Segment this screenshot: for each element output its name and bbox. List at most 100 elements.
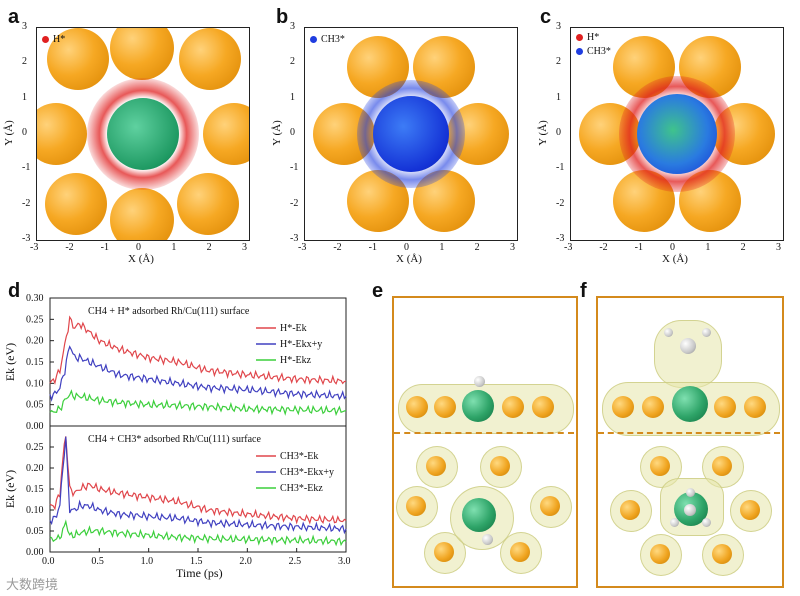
y-tick-label: 1 bbox=[22, 91, 27, 103]
y-tick-label: -2 bbox=[22, 197, 31, 209]
line-charts-d: 0.30 0.25 0.20 0.15 0.10 0.05 0.00 Ek (eV) CH4 +… bbox=[3, 293, 351, 580]
y-tick-label: 0.10 bbox=[26, 505, 44, 516]
y-tick-label: 2 bbox=[290, 56, 295, 68]
cu-atom bbox=[203, 103, 249, 165]
x-tick-label: -1 bbox=[100, 242, 109, 253]
y-axis-label: Ek (eV) bbox=[3, 470, 17, 508]
cu-atom bbox=[650, 456, 670, 476]
h-atom bbox=[474, 376, 485, 387]
y-tick-label: 2 bbox=[556, 56, 561, 68]
x-axis-label: X (Å) bbox=[128, 253, 154, 265]
density-isosurface bbox=[416, 446, 458, 488]
scatter-plot-a bbox=[36, 27, 250, 241]
x-tick-label: 1 bbox=[439, 242, 445, 253]
cu-atom bbox=[110, 188, 174, 240]
x-tick-label: 2 bbox=[740, 242, 746, 253]
cu-atom bbox=[540, 496, 560, 516]
y-tick-label: -1 bbox=[290, 162, 299, 174]
h-atom bbox=[702, 518, 711, 527]
cu-atom bbox=[714, 396, 736, 418]
chart-title: CH4 + H* adsorbed Rh/Cu(111) surface bbox=[88, 306, 250, 317]
cu-atom bbox=[490, 456, 510, 476]
y-tick-label: 3 bbox=[22, 21, 27, 32]
cu-atom bbox=[744, 396, 766, 418]
legend-marker-h bbox=[576, 34, 583, 42]
charge-density-panel-f bbox=[596, 296, 784, 588]
y-tick-label: -1 bbox=[22, 162, 31, 174]
density-isosurface bbox=[730, 490, 772, 532]
cu-atom bbox=[510, 542, 530, 562]
cu-atom bbox=[45, 173, 107, 235]
y-tick-label: 0 bbox=[22, 127, 27, 138]
h-atom bbox=[664, 328, 673, 337]
separator-dashed-line bbox=[394, 432, 574, 434]
y-tick-label: 0.25 bbox=[26, 442, 44, 453]
y-tick-label: 0.05 bbox=[26, 526, 44, 537]
panel-letter-e: e bbox=[372, 280, 384, 302]
x-tick-label: 3.0 bbox=[338, 556, 351, 567]
x-tick-label: 1 bbox=[171, 242, 177, 253]
rh-atom bbox=[107, 98, 179, 170]
x-tick-label: 3 bbox=[510, 242, 515, 253]
x-axis-label: X (Å) bbox=[662, 253, 688, 265]
x-tick-label: -1 bbox=[634, 242, 643, 253]
y-axis-label: Y (Å) bbox=[270, 120, 283, 146]
legend-label: CH3*-Ekx+y bbox=[280, 467, 334, 478]
x-tick-label: 0 bbox=[670, 242, 675, 253]
x-tick-label: 3 bbox=[776, 242, 781, 253]
cu-atom bbox=[532, 396, 554, 418]
y-tick-label: 0.20 bbox=[26, 336, 44, 347]
cu-atom bbox=[502, 396, 524, 418]
series-line-1 bbox=[49, 345, 347, 402]
cu-atom bbox=[110, 28, 174, 80]
rh-atom bbox=[672, 386, 708, 422]
cu-atom bbox=[37, 103, 87, 165]
legend-label: CH3* bbox=[587, 46, 611, 57]
x-tick-label: 2.0 bbox=[239, 556, 252, 567]
x-tick-label: 1.0 bbox=[141, 556, 154, 567]
h-atom bbox=[702, 328, 711, 337]
y-tick-label: 0.00 bbox=[26, 421, 44, 432]
x-tick-label: 1.5 bbox=[190, 556, 203, 567]
y-tick-label: -3 bbox=[556, 233, 565, 244]
cu-atom bbox=[612, 396, 634, 418]
x-axis-label: Time (ps) bbox=[176, 566, 223, 580]
y-tick-label: 0.15 bbox=[26, 357, 44, 368]
legend-a: H* bbox=[42, 33, 65, 47]
panel-letter-f: f bbox=[580, 280, 587, 302]
density-isosurface bbox=[480, 446, 522, 488]
cu-atom bbox=[434, 542, 454, 562]
panel-letter-c: c bbox=[540, 6, 552, 28]
legend-label: H* bbox=[53, 34, 66, 45]
series-line-2 bbox=[49, 389, 347, 417]
cu-atom bbox=[177, 173, 239, 235]
cu-atom bbox=[740, 500, 760, 520]
cu-atom bbox=[712, 456, 732, 476]
cu-atom bbox=[406, 496, 426, 516]
y-tick-label: 0.10 bbox=[26, 378, 44, 389]
cu-atom bbox=[179, 28, 241, 90]
y-tick-label: -2 bbox=[556, 197, 565, 209]
density-isosurface bbox=[702, 534, 744, 576]
x-tick-label: 3 bbox=[242, 242, 247, 253]
y-tick-label: 3 bbox=[556, 21, 561, 32]
cu-atom bbox=[426, 456, 446, 476]
cu-atom bbox=[406, 396, 428, 418]
chart-title: CH4 + CH3* adsorbed Rh/Cu(111) surface bbox=[88, 434, 261, 445]
series-line-0 bbox=[49, 436, 347, 525]
legend-b: CH3* bbox=[310, 33, 345, 47]
legend-label: CH3*-Ek bbox=[280, 451, 318, 462]
rh-atom bbox=[462, 390, 494, 422]
y-tick-label: 0.05 bbox=[26, 400, 44, 411]
density-isosurface bbox=[500, 532, 542, 574]
y-tick-label: 1 bbox=[556, 91, 561, 103]
x-tick-label: 0 bbox=[404, 242, 409, 253]
legend-c: H* CH3* bbox=[576, 31, 611, 59]
c-atom bbox=[684, 504, 696, 516]
y-tick-label: 0.20 bbox=[26, 463, 44, 474]
cu-atom bbox=[620, 500, 640, 520]
ch3-core bbox=[373, 96, 449, 172]
legend-marker-h bbox=[42, 36, 49, 44]
x-tick-label: 2 bbox=[206, 242, 212, 253]
cu-atom bbox=[650, 544, 670, 564]
